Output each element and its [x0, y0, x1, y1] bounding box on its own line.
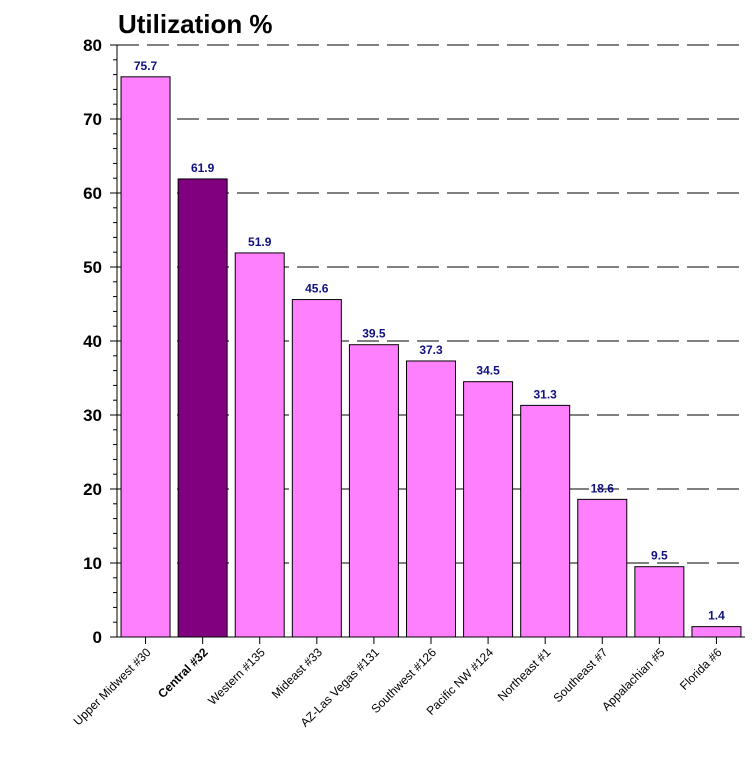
data-label: 45.6: [305, 282, 329, 296]
chart-title: Utilization %: [118, 9, 273, 39]
bar: [577, 498, 628, 638]
x-tick-label: Western #135: [205, 645, 268, 708]
data-label: 39.5: [362, 327, 386, 341]
bar: [406, 360, 456, 638]
data-labels: 75.7 61.9 51.9 45.6 39.5 37.3 34.5 31.3 18.6 9.5 1…: [134, 59, 725, 623]
y-tick-label: 50: [83, 258, 102, 277]
bar: [634, 566, 685, 638]
bar: [691, 626, 742, 638]
bar: [177, 178, 228, 638]
bar: [120, 76, 171, 638]
data-label: 31.3: [534, 387, 558, 401]
data-label: 34.5: [476, 364, 500, 378]
y-tick-label: 40: [83, 332, 102, 351]
data-label: 61.9: [191, 161, 215, 175]
x-tick-label: Mideast #33: [269, 645, 325, 701]
bars: [120, 76, 742, 638]
y-tick-label: 20: [83, 480, 102, 499]
data-label: 37.3: [419, 343, 443, 357]
y-tick-label: 80: [83, 36, 102, 55]
y-axis-ticks: 0 10 20 30 40 50 60 70 80: [83, 36, 117, 647]
x-tick-label: Northeast #1: [495, 645, 554, 704]
y-tick-label: 10: [83, 554, 102, 573]
y-tick-label: 70: [83, 110, 102, 129]
data-label: 75.7: [134, 59, 158, 73]
x-tick-label: Florida #6: [677, 645, 725, 693]
data-label: 1.4: [708, 609, 725, 623]
data-label: 9.5: [651, 549, 668, 563]
x-tick-label: Upper Midwest #30: [71, 645, 154, 728]
y-tick-label: 60: [83, 184, 102, 203]
data-label: 18.6: [591, 481, 615, 495]
bar: [520, 404, 571, 638]
y-tick-label: 0: [93, 628, 102, 647]
x-tick-label: Southeast #7: [550, 645, 610, 705]
bar: [463, 381, 514, 638]
x-tick-label: Central #32: [155, 645, 211, 701]
data-label: 51.9: [248, 235, 272, 249]
bar: [348, 344, 399, 638]
y-tick-label: 30: [83, 406, 102, 425]
bar: [234, 252, 285, 638]
bar: [291, 299, 342, 638]
